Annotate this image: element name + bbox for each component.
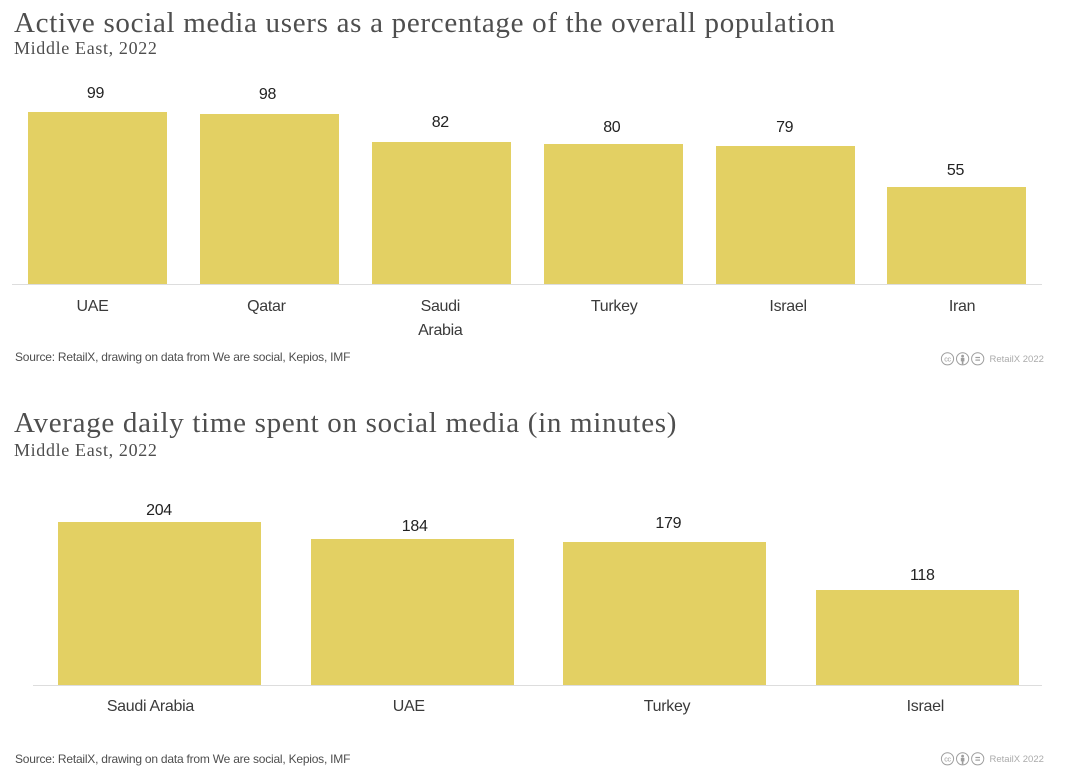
svg-text:RetailX 2022: RetailX 2022: [990, 354, 1044, 365]
svg-text:RetailX 2022: RetailX 2022: [990, 754, 1044, 765]
svg-text:cc: cc: [944, 754, 951, 763]
svg-text:cc: cc: [944, 354, 951, 363]
